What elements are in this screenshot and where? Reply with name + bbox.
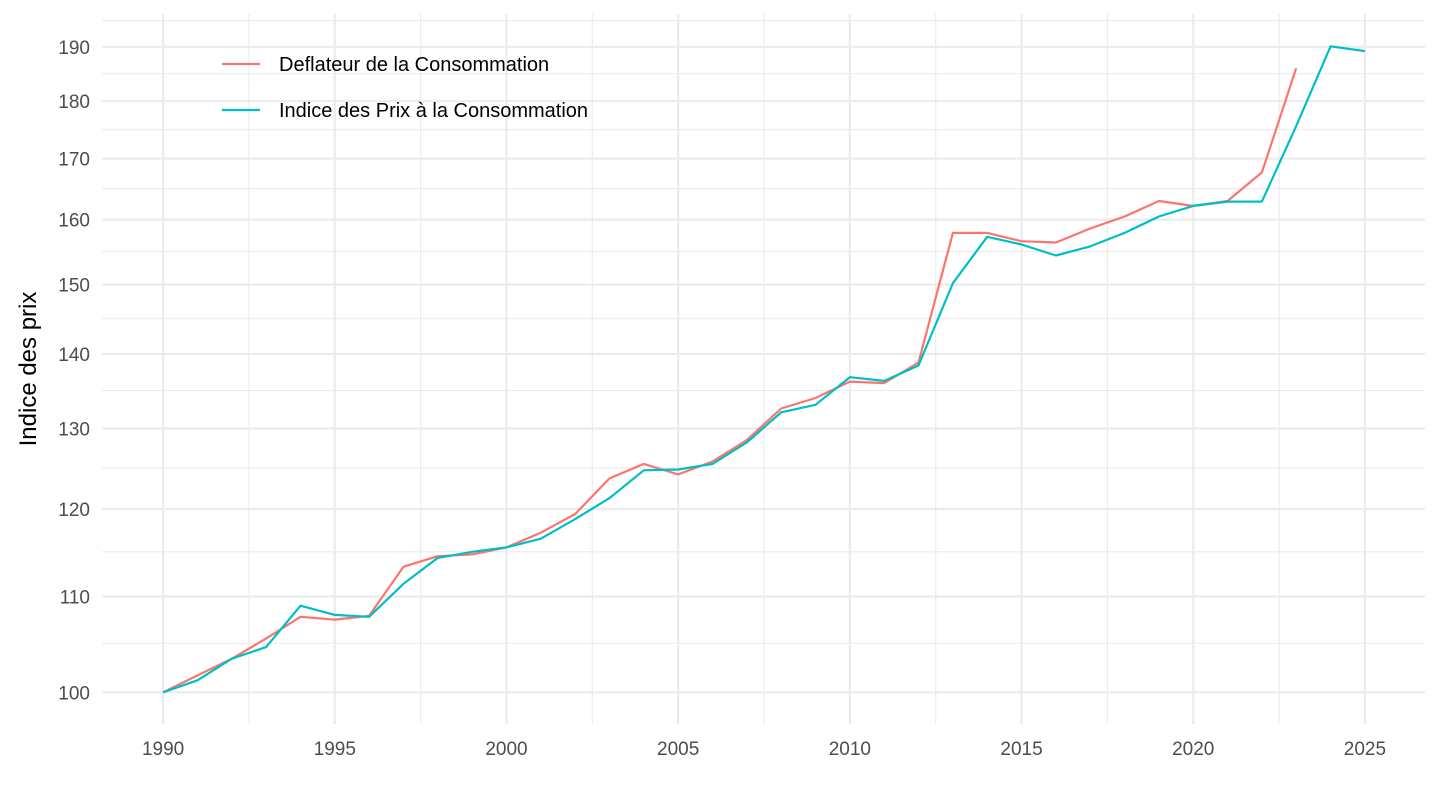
x-tick-label: 2025 bbox=[1344, 739, 1386, 760]
minor-gridlines bbox=[102, 14, 1425, 724]
y-tick-label: 150 bbox=[58, 276, 90, 297]
x-tick-label: 2010 bbox=[829, 739, 871, 760]
x-axis-tick-labels: 1990 1995 2000 2005 2010 2015 2020 2025 bbox=[142, 739, 1386, 760]
y-tick-label: 120 bbox=[58, 500, 90, 521]
x-tick-label: 1990 bbox=[142, 739, 184, 760]
y-tick-label: 190 bbox=[58, 38, 90, 59]
y-tick-label: 180 bbox=[58, 92, 90, 113]
legend: Deflateur de la Consommation Indice des P… bbox=[222, 54, 588, 122]
y-tick-label: 170 bbox=[58, 150, 90, 171]
y-axis-tick-labels: 100 110 120 130 140 150 160 170 180 190 bbox=[58, 38, 90, 705]
x-tick-label: 2005 bbox=[657, 739, 699, 760]
y-tick-label: 160 bbox=[58, 211, 90, 232]
x-tick-label: 2020 bbox=[1172, 739, 1214, 760]
legend-label: Indice des Prix à la Consommation bbox=[279, 100, 588, 122]
y-tick-label: 130 bbox=[58, 419, 90, 440]
y-tick-label: 110 bbox=[60, 587, 90, 608]
x-tick-label: 1995 bbox=[314, 739, 356, 760]
y-tick-label: 100 bbox=[58, 683, 90, 704]
major-gridlines bbox=[102, 14, 1425, 724]
x-tick-label: 2000 bbox=[485, 739, 527, 760]
series-lines bbox=[162, 45, 1366, 694]
series-line-deflateur bbox=[162, 67, 1298, 694]
x-tick-label: 2015 bbox=[1000, 739, 1042, 760]
y-tick-label: 140 bbox=[58, 345, 90, 366]
y-axis-title: Indice des prix bbox=[15, 292, 42, 447]
legend-label: Deflateur de la Consommation bbox=[279, 54, 549, 76]
series-line-ipc bbox=[162, 45, 1366, 694]
